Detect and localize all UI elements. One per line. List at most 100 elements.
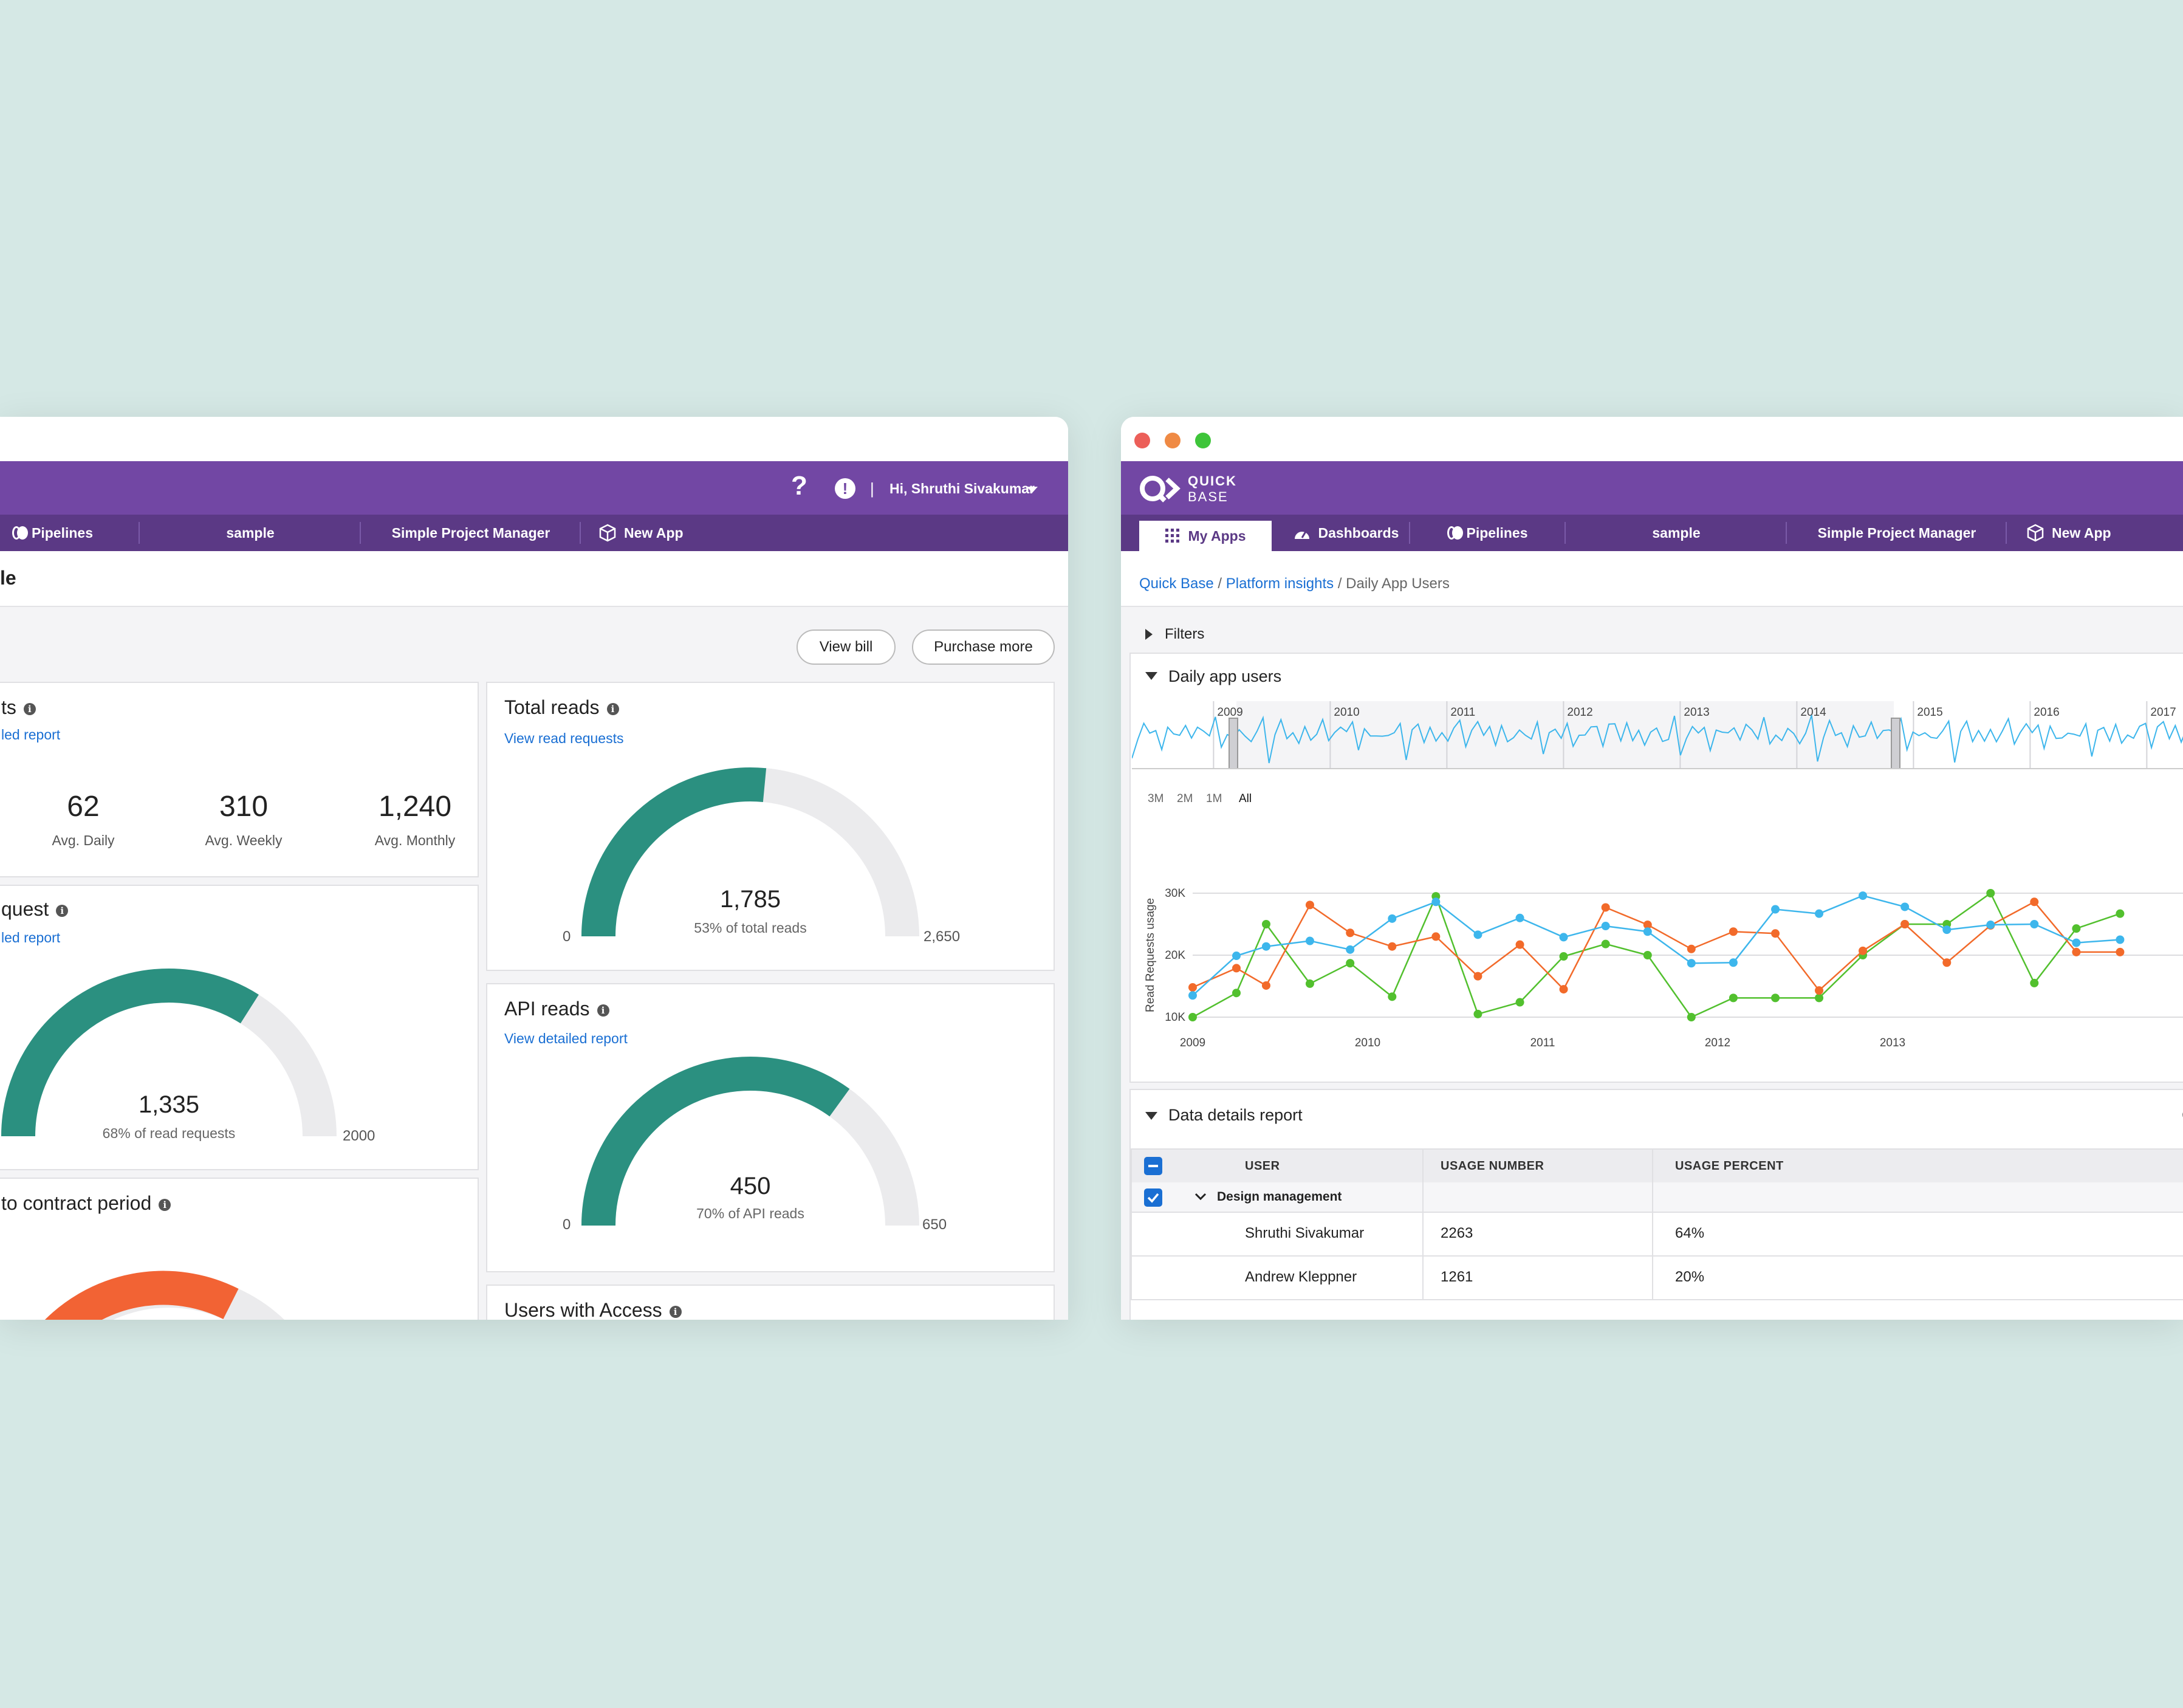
x-tick-label: 2012 bbox=[1705, 1037, 1730, 1049]
group-checkbox[interactable] bbox=[1144, 1188, 1162, 1207]
data-point bbox=[1515, 940, 1524, 949]
gauge-subtitle: 70% of API reads bbox=[696, 1206, 804, 1221]
detailed-report-link[interactable]: led report bbox=[1, 930, 61, 945]
range-button-all[interactable]: All bbox=[1239, 792, 1252, 805]
breadcrumb-current: Daily App Users bbox=[1346, 575, 1450, 592]
section-title: Data details report bbox=[1168, 1106, 1303, 1124]
collapse-toggle[interactable] bbox=[1145, 672, 1157, 680]
gauge-min: 0 bbox=[563, 1216, 571, 1233]
breadcrumb-separator: / bbox=[1218, 575, 1222, 592]
navigator-year-label: 2014 bbox=[1800, 706, 1826, 719]
data-point bbox=[1431, 897, 1441, 907]
detailed-report-link[interactable]: View detailed report bbox=[504, 1031, 628, 1046]
range-button-1m[interactable]: 1M bbox=[1206, 792, 1222, 805]
data-point bbox=[1232, 989, 1241, 998]
nav-label: My Apps bbox=[1188, 527, 1246, 544]
view-read-requests-link[interactable]: View read requests bbox=[504, 730, 624, 746]
alert-icon[interactable]: ! bbox=[835, 478, 855, 499]
y-axis-label: Read Requests usage bbox=[1144, 898, 1157, 1012]
collapse-toggle[interactable] bbox=[1145, 1112, 1157, 1120]
nav-item-sample[interactable]: sample bbox=[226, 524, 275, 541]
breadcrumb-link[interactable]: Platform insights bbox=[1225, 575, 1334, 592]
nav-item-pipelines[interactable]: Pipelines bbox=[1411, 515, 1563, 551]
quickbase-logo[interactable]: QUICK BASE bbox=[1139, 472, 1261, 505]
detailed-report-link[interactable]: led report bbox=[1, 727, 61, 743]
left-window: ? ! | Hi, Shruthi Sivakumar Pipelines sa… bbox=[0, 417, 1068, 1320]
gauge-subtitle: 53% of total reads bbox=[694, 920, 807, 936]
column-divider bbox=[1422, 1148, 1424, 1299]
table-row[interactable] bbox=[1131, 1212, 2183, 1257]
nav-item-sample[interactable]: sample bbox=[1652, 524, 1701, 541]
data-point bbox=[1771, 929, 1780, 938]
data-point bbox=[1859, 946, 1868, 955]
data-point bbox=[1346, 945, 1355, 954]
nav-item-new-app[interactable]: New App bbox=[598, 515, 708, 551]
card-title: Total reads i bbox=[504, 696, 619, 719]
card-title: ts i bbox=[1, 696, 36, 719]
data-point bbox=[1687, 959, 1696, 968]
info-icon[interactable]: i bbox=[669, 1305, 682, 1318]
navigator-year-label: 2013 bbox=[1684, 706, 1709, 719]
column-header-usage-number[interactable]: USAGE NUMBER bbox=[1441, 1159, 1544, 1173]
data-point bbox=[1261, 920, 1270, 928]
info-icon[interactable]: i bbox=[159, 1198, 171, 1211]
nav-item-simple-project-manager[interactable]: Simple Project Manager bbox=[391, 524, 550, 541]
data-point bbox=[1771, 905, 1780, 914]
nav-item-dashboards[interactable]: Dashboards bbox=[1282, 515, 1410, 551]
contract-period-card: to contract period i bbox=[0, 1178, 479, 1320]
chart-navigator[interactable]: 2009 2010 2011 2012 2013 2014 2015 2016 2017 bbox=[1132, 701, 2183, 769]
card-title-text: Total reads bbox=[504, 696, 600, 718]
filters-toggle[interactable]: Filters bbox=[1145, 623, 1328, 648]
gauge-fill bbox=[44, 1271, 239, 1320]
navigator-line bbox=[1132, 715, 2183, 764]
data-point bbox=[1515, 913, 1524, 922]
navigator-year-label: 2009 bbox=[1217, 706, 1242, 719]
range-button-3m[interactable]: 3M bbox=[1148, 792, 1164, 805]
range-button-2m[interactable]: 2M bbox=[1177, 792, 1193, 805]
x-tick-label: 2013 bbox=[1880, 1037, 1905, 1049]
x-tick-label: 2009 bbox=[1180, 1037, 1205, 1049]
info-icon[interactable]: i bbox=[23, 702, 36, 715]
data-details-report-card: Data details report C USER USAGE NUMBER … bbox=[1129, 1089, 2183, 1320]
nav-item-new-app[interactable]: New App bbox=[2026, 515, 2148, 551]
chevron-down-icon[interactable] bbox=[1027, 487, 1038, 493]
column-header-user[interactable]: USER bbox=[1245, 1159, 1280, 1173]
data-point bbox=[1473, 930, 1482, 939]
stat-label: Avg. Weekly bbox=[205, 832, 283, 848]
nav-label: New App bbox=[2052, 524, 2111, 541]
daily-app-users-card: Daily app users 2009 2010 2011 2012 2013 2014… bbox=[1129, 653, 2183, 1083]
info-icon[interactable]: i bbox=[606, 702, 619, 715]
minimize-window-button[interactable] bbox=[1165, 433, 1181, 448]
cell-usage-percent: 64% bbox=[1675, 1225, 1705, 1241]
nav-item-pipelines[interactable]: Pipelines bbox=[12, 515, 134, 551]
report-action[interactable]: C bbox=[2182, 1106, 2183, 1125]
x-tick-label: 2010 bbox=[1355, 1037, 1380, 1049]
maximize-window-button[interactable] bbox=[1195, 433, 1211, 448]
table-row[interactable] bbox=[1131, 1255, 2183, 1300]
user-menu[interactable]: Hi, Shruthi Sivakumar bbox=[889, 481, 1035, 496]
card-title-text: API reads bbox=[504, 998, 590, 1020]
help-icon[interactable]: ? bbox=[791, 471, 807, 501]
grid-icon bbox=[1165, 529, 1179, 543]
navigator-year-label: 2015 bbox=[1917, 706, 1942, 719]
card-title: API reads i bbox=[504, 998, 609, 1020]
cell-user: Shruthi Sivakumar bbox=[1245, 1225, 1365, 1241]
nav-label: Pipelines bbox=[1466, 524, 1528, 541]
view-bill-button[interactable]: View bill bbox=[797, 629, 896, 665]
close-window-button[interactable] bbox=[1134, 433, 1150, 448]
app-nav: My Apps Dashboards Pipelines sample Simp… bbox=[1121, 515, 2183, 551]
data-point bbox=[1473, 972, 1482, 981]
gauge-value: 1,335 bbox=[138, 1091, 200, 1118]
chevron-down-icon[interactable] bbox=[1194, 1191, 1207, 1202]
nav-item-my-apps[interactable]: My Apps bbox=[1139, 521, 1272, 551]
info-icon[interactable]: i bbox=[56, 904, 69, 917]
cube-icon bbox=[599, 524, 616, 542]
column-header-usage-percent[interactable]: USAGE PERCENT bbox=[1675, 1159, 1784, 1173]
table-header bbox=[1131, 1148, 2183, 1185]
users-card: ts i led report 62 Avg. Daily 310 Avg. We… bbox=[0, 682, 479, 877]
info-icon[interactable]: i bbox=[597, 1004, 609, 1017]
nav-item-simple-project-manager[interactable]: Simple Project Manager bbox=[1817, 524, 1976, 541]
select-all-checkbox[interactable] bbox=[1144, 1157, 1162, 1175]
breadcrumb-link[interactable]: Quick Base bbox=[1139, 575, 1214, 592]
purchase-more-button[interactable]: Purchase more bbox=[912, 629, 1055, 665]
